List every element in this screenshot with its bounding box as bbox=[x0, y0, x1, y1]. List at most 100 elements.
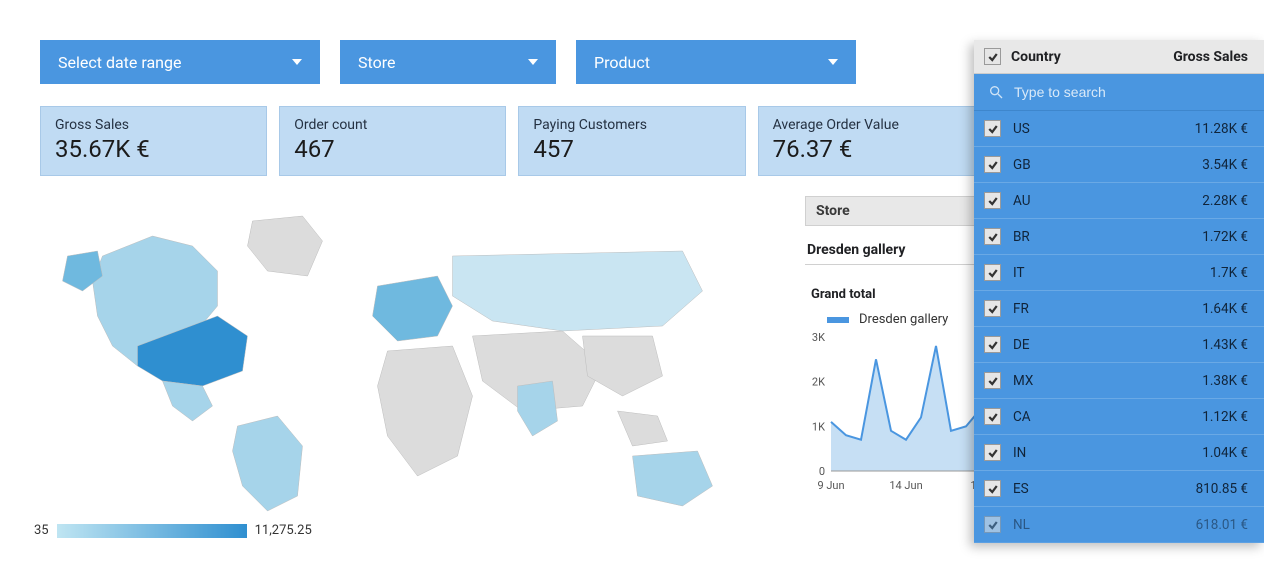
country-row[interactable]: US11.28K € bbox=[974, 111, 1264, 147]
country-checkbox[interactable] bbox=[984, 120, 1001, 137]
chevron-down-icon bbox=[528, 59, 538, 65]
store-label: Store bbox=[358, 53, 395, 72]
region-mexico bbox=[163, 381, 213, 421]
series-swatch bbox=[827, 317, 849, 323]
svg-text:0: 0 bbox=[819, 465, 825, 478]
country-checkbox[interactable] bbox=[984, 480, 1001, 497]
country-row[interactable]: IN1.04K € bbox=[974, 435, 1264, 471]
country-row[interactable]: GB3.54K € bbox=[974, 147, 1264, 183]
header-gross[interactable]: Gross Sales bbox=[1173, 49, 1248, 65]
kpi-label: Gross Sales bbox=[55, 117, 252, 133]
country-code: GB bbox=[1013, 157, 1202, 173]
country-code: NL bbox=[1013, 517, 1196, 533]
svg-text:9 Jun: 9 Jun bbox=[817, 479, 844, 492]
region-greenland bbox=[248, 216, 323, 276]
date-range-label: Select date range bbox=[58, 53, 181, 72]
select-all-checkbox[interactable] bbox=[984, 48, 1001, 65]
kpi-label: Average Order Value bbox=[773, 117, 970, 133]
country-filter-panel: Country Gross Sales US11.28K €GB3.54K €A… bbox=[974, 40, 1264, 543]
country-value: 1.12K € bbox=[1202, 409, 1248, 425]
svg-text:3K: 3K bbox=[812, 333, 825, 344]
chevron-down-icon bbox=[292, 59, 302, 65]
country-checkbox[interactable] bbox=[984, 444, 1001, 461]
country-list: US11.28K €GB3.54K €AU2.28K €BR1.72K €IT1… bbox=[974, 111, 1264, 543]
store-table-header: Store bbox=[805, 196, 995, 226]
country-code: FR bbox=[1013, 301, 1202, 317]
country-value: 1.38K € bbox=[1202, 373, 1248, 389]
country-value: 810.85 € bbox=[1196, 481, 1248, 497]
country-row[interactable]: NL618.01 € bbox=[974, 507, 1264, 543]
country-checkbox[interactable] bbox=[984, 300, 1001, 317]
country-value: 11.28K € bbox=[1195, 121, 1248, 137]
store-dropdown[interactable]: Store bbox=[340, 40, 556, 84]
region-africa bbox=[378, 346, 473, 476]
series-label: Dresden gallery bbox=[859, 312, 948, 327]
store-row[interactable]: Dresden gallery bbox=[805, 236, 995, 265]
country-code: IN bbox=[1013, 445, 1202, 461]
kpi-gross-sales[interactable]: Gross Sales 35.67K € bbox=[40, 106, 267, 176]
region-south-america bbox=[233, 416, 303, 511]
country-row[interactable]: BR1.72K € bbox=[974, 219, 1264, 255]
country-checkbox[interactable] bbox=[984, 228, 1001, 245]
country-checkbox[interactable] bbox=[984, 372, 1001, 389]
region-australia bbox=[633, 451, 713, 506]
kpi-label: Paying Customers bbox=[533, 117, 730, 133]
country-checkbox[interactable] bbox=[984, 192, 1001, 209]
country-row[interactable]: MX1.38K € bbox=[974, 363, 1264, 399]
region-china bbox=[583, 336, 663, 396]
country-code: US bbox=[1013, 121, 1195, 137]
svg-text:1K: 1K bbox=[812, 420, 825, 433]
legend-min: 35 bbox=[34, 523, 49, 538]
product-dropdown[interactable]: Product bbox=[576, 40, 856, 84]
country-code: IT bbox=[1013, 265, 1210, 281]
header-country[interactable]: Country bbox=[1011, 49, 1173, 65]
kpi-aov[interactable]: Average Order Value 76.37 € bbox=[758, 106, 985, 176]
svg-text:2K: 2K bbox=[812, 376, 825, 389]
world-map[interactable]: 35 11,275.25 bbox=[40, 196, 785, 520]
map-legend: 35 11,275.25 bbox=[34, 523, 312, 538]
country-checkbox[interactable] bbox=[984, 408, 1001, 425]
country-checkbox[interactable] bbox=[984, 516, 1001, 533]
region-europe bbox=[373, 276, 453, 341]
country-code: MX bbox=[1013, 373, 1202, 389]
kpi-value: 76.37 € bbox=[773, 135, 970, 163]
date-range-dropdown[interactable]: Select date range bbox=[40, 40, 320, 84]
country-row[interactable]: ES810.85 € bbox=[974, 471, 1264, 507]
country-checkbox[interactable] bbox=[984, 156, 1001, 173]
country-code: ES bbox=[1013, 481, 1196, 497]
chart-svg: 01K2K3K9 Jun14 Jun19 J bbox=[805, 333, 985, 493]
store-chart-column: Store Dresden gallery Grand total Dresde… bbox=[805, 196, 995, 520]
country-row[interactable]: AU2.28K € bbox=[974, 183, 1264, 219]
country-search-row bbox=[974, 74, 1264, 111]
search-icon bbox=[988, 84, 1004, 100]
country-row[interactable]: IT1.7K € bbox=[974, 255, 1264, 291]
country-value: 3.54K € bbox=[1202, 157, 1248, 173]
legend-gradient bbox=[57, 524, 247, 538]
country-value: 1.64K € bbox=[1202, 301, 1248, 317]
kpi-paying-customers[interactable]: Paying Customers 457 bbox=[518, 106, 745, 176]
country-code: BR bbox=[1013, 229, 1202, 245]
grand-total-chart: Grand total Dresden gallery 0 1K 2K 3K 9 Jun… bbox=[805, 287, 995, 497]
country-search-input[interactable] bbox=[1014, 84, 1250, 100]
country-code: DE bbox=[1013, 337, 1202, 353]
region-india bbox=[518, 381, 558, 436]
country-row[interactable]: DE1.43K € bbox=[974, 327, 1264, 363]
chevron-down-icon bbox=[828, 59, 838, 65]
country-checkbox[interactable] bbox=[984, 264, 1001, 281]
country-value: 1.04K € bbox=[1202, 445, 1248, 461]
country-row[interactable]: CA1.12K € bbox=[974, 399, 1264, 435]
chart-title: Grand total bbox=[811, 287, 995, 302]
country-value: 2.28K € bbox=[1202, 193, 1248, 209]
country-value: 1.43K € bbox=[1202, 337, 1248, 353]
kpi-order-count[interactable]: Order count 467 bbox=[279, 106, 506, 176]
country-row[interactable]: FR1.64K € bbox=[974, 291, 1264, 327]
country-value: 1.72K € bbox=[1202, 229, 1248, 245]
kpi-label: Order count bbox=[294, 117, 491, 133]
country-checkbox[interactable] bbox=[984, 336, 1001, 353]
world-map-svg bbox=[40, 196, 785, 516]
country-code: AU bbox=[1013, 193, 1202, 209]
kpi-value: 467 bbox=[294, 135, 491, 163]
country-panel-header: Country Gross Sales bbox=[974, 40, 1264, 74]
svg-text:14 Jun: 14 Jun bbox=[889, 479, 922, 492]
country-code: CA bbox=[1013, 409, 1202, 425]
